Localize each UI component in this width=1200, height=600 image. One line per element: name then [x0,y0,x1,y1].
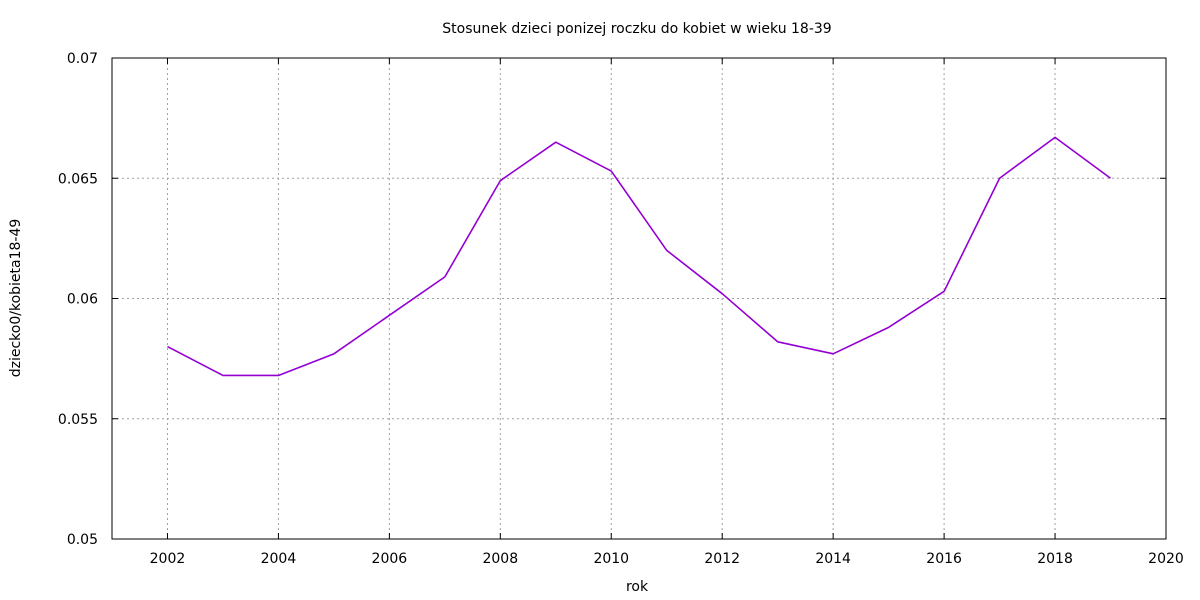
series-layer [167,136,1112,377]
y-tick-label: 0.055 [58,412,98,428]
y-axis-title: dziecko0/kobieta18-49 [8,219,24,378]
series-line [167,136,1112,377]
x-axis-title: rok [626,579,649,595]
y-tick-label: 0.065 [58,171,98,187]
x-tick-label: 2010 [593,551,629,567]
plot-frame [111,57,1167,540]
x-tick-label: 2004 [261,551,297,567]
axis-ticks: 2002 2004 2006 2008 2010 2012 2014 2016 2018 2020… [58,51,1184,567]
chart-title: Stosunek dzieci ponizej roczku do kobiet… [442,21,831,37]
x-tick-label: 2014 [815,551,851,567]
x-tick-label: 2016 [926,551,962,567]
x-tick-label: 2008 [482,551,518,567]
y-tick-label: 0.06 [67,292,98,308]
x-tick-label: 2006 [372,551,408,567]
x-tick-label: 2018 [1037,551,1073,567]
x-tick-label: 2012 [704,551,740,567]
grid [112,58,1166,539]
y-tick-label: 0.07 [67,51,98,67]
x-tick-label: 2002 [150,551,186,567]
y-tick-label: 0.05 [67,532,98,548]
x-tick-label: 2020 [1148,551,1184,567]
